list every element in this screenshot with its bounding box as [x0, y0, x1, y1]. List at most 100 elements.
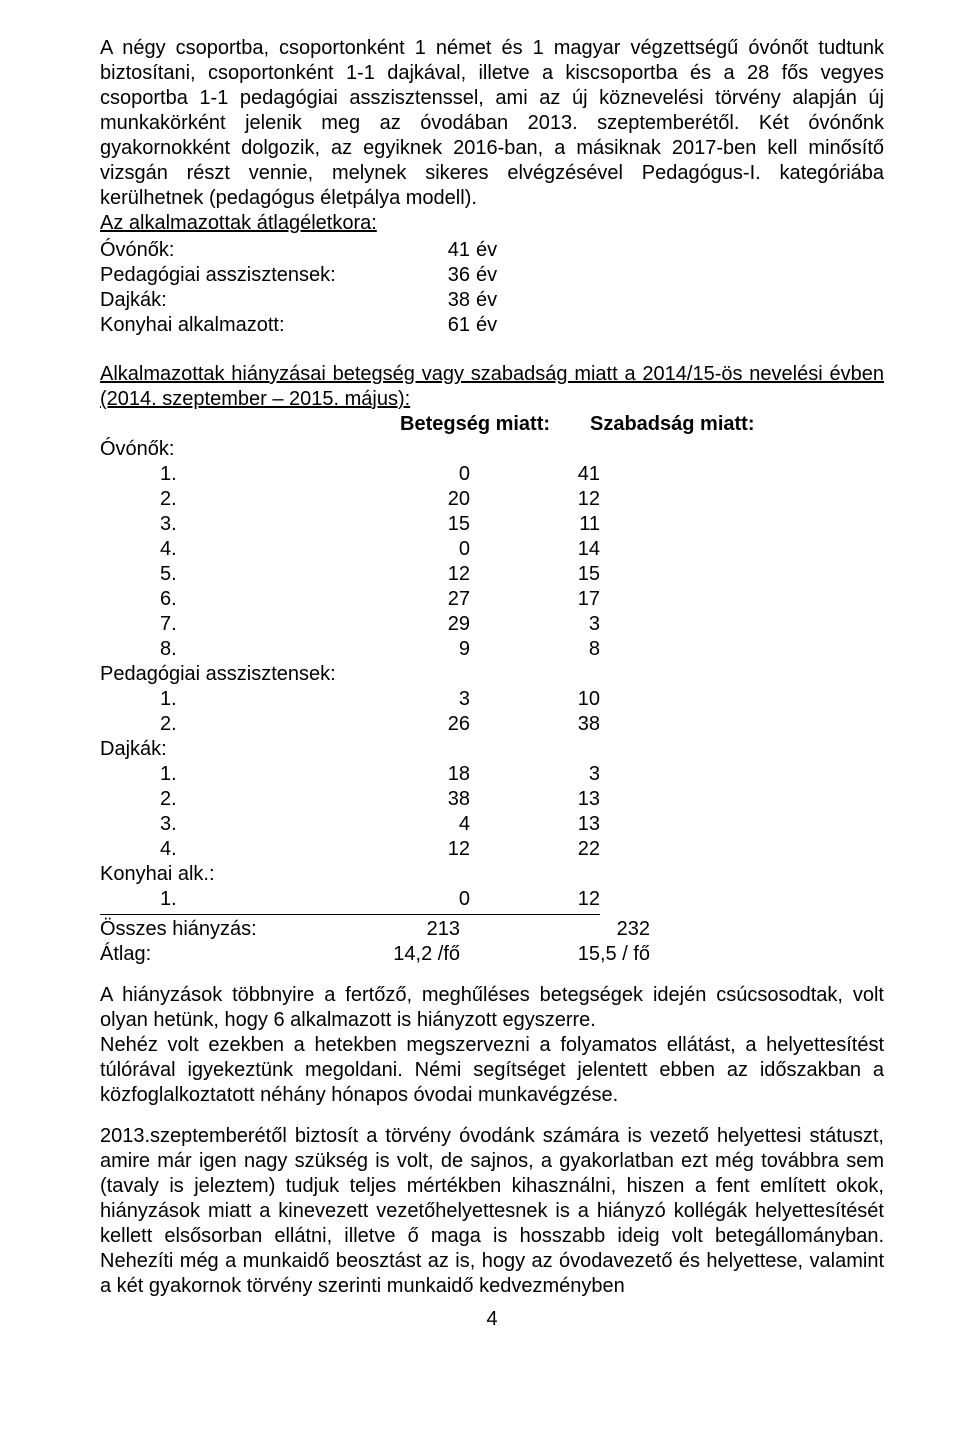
absence-sick: 0 — [400, 462, 530, 487]
absence-sick: 20 — [400, 487, 530, 512]
age-unit: év — [476, 313, 497, 338]
absence-index: 3. — [100, 812, 400, 837]
intro-paragraph: A négy csoportba, csoportonként 1 német … — [100, 36, 884, 211]
absence-title: Alkalmazottak hiányzásai betegség vagy s… — [100, 362, 884, 412]
absence-index: 5. — [100, 562, 400, 587]
absence-body: Óvónők:1.0412.20123.15114.0145.12156.271… — [100, 437, 884, 912]
group-label: Óvónők: — [100, 437, 400, 462]
absence-vacation: 12 — [530, 887, 660, 912]
absence-group-name: Pedagógiai asszisztensek: — [100, 662, 884, 687]
absence-vacation: 13 — [530, 812, 660, 837]
avg-vacation: 15,5 / fő — [500, 942, 680, 967]
age-row: Pedagógiai asszisztensek:36év — [100, 263, 884, 288]
absence-index: 1. — [100, 762, 400, 787]
age-table: Óvónők:41évPedagógiai asszisztensek:36év… — [100, 238, 884, 338]
absence-sick: 4 — [400, 812, 530, 837]
absence-index: 2. — [100, 712, 400, 737]
absence-vacation: 10 — [530, 687, 660, 712]
absence-group-name: Óvónők: — [100, 437, 884, 462]
absence-row: 1.310 — [100, 687, 884, 712]
absence-vacation: 41 — [530, 462, 660, 487]
header-vacation: Szabadság miatt: — [590, 412, 780, 437]
absence-vacation: 3 — [530, 762, 660, 787]
absence-row: 6.2717 — [100, 587, 884, 612]
absence-vacation: 14 — [530, 537, 660, 562]
absence-header: Betegség miatt: Szabadság miatt: — [100, 412, 884, 437]
total-row: Összes hiányzás: 213 232 — [100, 917, 884, 942]
age-value: 38 — [390, 288, 476, 313]
absence-vacation: 12 — [530, 487, 660, 512]
absence-vacation: 13 — [530, 787, 660, 812]
age-label: Pedagógiai asszisztensek: — [100, 263, 390, 288]
age-unit: év — [476, 263, 497, 288]
absence-sick: 18 — [400, 762, 530, 787]
separator-line — [100, 914, 600, 915]
age-label: Dajkák: — [100, 288, 390, 313]
absence-sick: 26 — [400, 712, 530, 737]
absence-index: 8. — [100, 637, 400, 662]
absence-vacation: 11 — [530, 512, 660, 537]
absence-row: 2.2012 — [100, 487, 884, 512]
age-value: 36 — [390, 263, 476, 288]
absence-vacation: 38 — [530, 712, 660, 737]
absence-vacation: 3 — [530, 612, 660, 637]
absence-row: 2.2638 — [100, 712, 884, 737]
absence-index: 4. — [100, 537, 400, 562]
age-row: Dajkák:38év — [100, 288, 884, 313]
absence-vacation: 17 — [530, 587, 660, 612]
absence-row: 7.293 — [100, 612, 884, 637]
absence-sick: 15 — [400, 512, 530, 537]
absence-index: 4. — [100, 837, 400, 862]
closing-p1: A hiányzások többnyire a fertőző, meghűl… — [100, 983, 884, 1033]
age-unit: év — [476, 238, 497, 263]
absence-sick: 12 — [400, 837, 530, 862]
absence-sick: 38 — [400, 787, 530, 812]
absence-row: 4.014 — [100, 537, 884, 562]
absence-sick: 3 — [400, 687, 530, 712]
age-row: Óvónők:41év — [100, 238, 884, 263]
absence-group-name: Konyhai alk.: — [100, 862, 884, 887]
age-title: Az alkalmazottak átlagéletkora: — [100, 211, 884, 236]
avg-sick: 14,2 /fő — [340, 942, 500, 967]
absence-index: 2. — [100, 787, 400, 812]
absence-sick: 9 — [400, 637, 530, 662]
absence-index: 3. — [100, 512, 400, 537]
absence-vacation: 22 — [530, 837, 660, 862]
age-label: Konyhai alkalmazott: — [100, 313, 390, 338]
absence-sick: 27 — [400, 587, 530, 612]
header-sick: Betegség miatt: — [400, 412, 590, 437]
group-label: Dajkák: — [100, 737, 400, 762]
absence-index: 1. — [100, 687, 400, 712]
absence-group-name: Dajkák: — [100, 737, 884, 762]
absence-sick: 0 — [400, 537, 530, 562]
absence-index: 7. — [100, 612, 400, 637]
absence-row: 3.1511 — [100, 512, 884, 537]
age-label: Óvónők: — [100, 238, 390, 263]
page-number: 4 — [100, 1307, 884, 1332]
age-row: Konyhai alkalmazott:61év — [100, 313, 884, 338]
absence-vacation: 15 — [530, 562, 660, 587]
absence-row: 8.98 — [100, 637, 884, 662]
absence-row: 4.1222 — [100, 837, 884, 862]
absence-row: 5.1215 — [100, 562, 884, 587]
absence-row: 1.041 — [100, 462, 884, 487]
closing-p2: Nehéz volt ezekben a hetekben megszervez… — [100, 1033, 884, 1108]
absence-index: 2. — [100, 487, 400, 512]
avg-label: Átlag: — [100, 942, 340, 967]
absence-vacation: 8 — [530, 637, 660, 662]
closing-p3: 2013.szeptemberétől biztosít a törvény ó… — [100, 1124, 884, 1299]
absence-sick: 12 — [400, 562, 530, 587]
age-unit: év — [476, 288, 497, 313]
absence-row: 1.012 — [100, 887, 884, 912]
avg-row: Átlag: 14,2 /fő 15,5 / fő — [100, 942, 884, 967]
group-label: Pedagógiai asszisztensek: — [100, 662, 400, 687]
total-sick: 213 — [340, 917, 500, 942]
absence-row: 2.3813 — [100, 787, 884, 812]
group-label: Konyhai alk.: — [100, 862, 400, 887]
absence-sick: 0 — [400, 887, 530, 912]
total-vacation: 232 — [500, 917, 680, 942]
absence-sick: 29 — [400, 612, 530, 637]
absence-index: 1. — [100, 887, 400, 912]
absence-row: 3.413 — [100, 812, 884, 837]
absence-row: 1.183 — [100, 762, 884, 787]
